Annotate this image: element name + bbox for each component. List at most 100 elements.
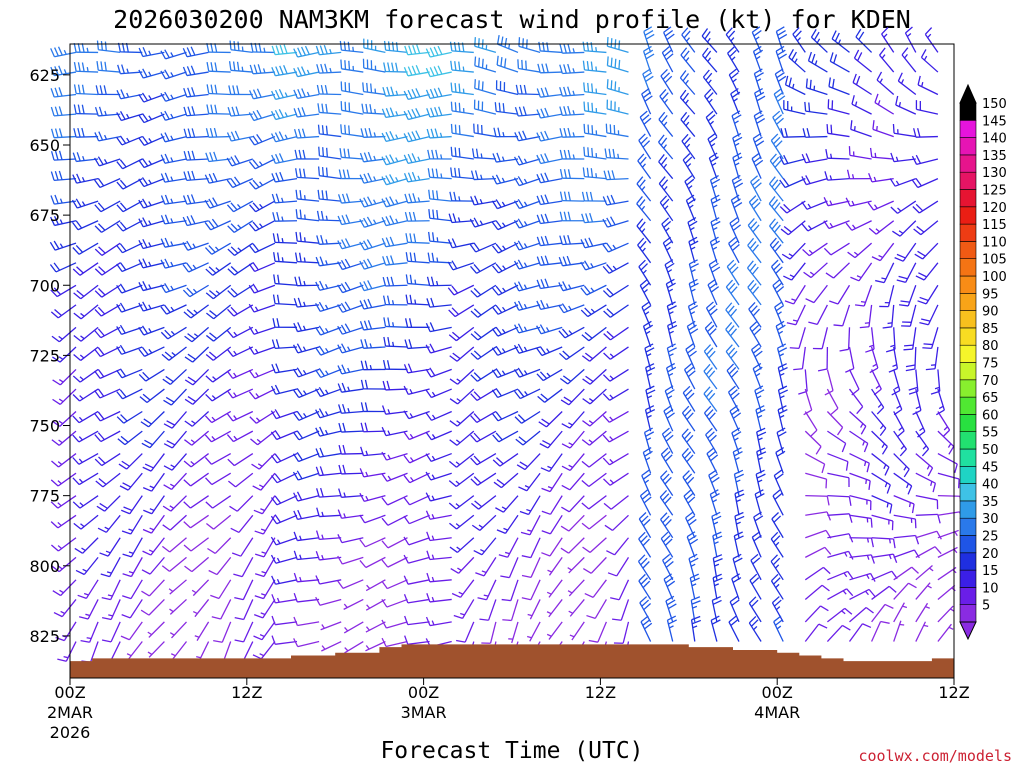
colorbar-swatch [959,587,977,606]
wind-barb [359,216,386,228]
wind-barb [120,495,143,515]
wind-barb [667,320,678,348]
wind-barb [773,469,784,496]
wind-barb [51,411,77,427]
wind-barb [581,326,607,342]
wind-barb [160,172,187,183]
wind-barb [270,409,298,420]
colorbar-swatch [959,414,977,432]
wind-barb [602,262,629,274]
wind-barb [514,300,541,311]
wind-barb [449,368,475,385]
colorbar-swatch [959,292,977,311]
wind-barb [381,537,408,549]
wind-barb [660,68,674,95]
wind-barb [606,99,629,115]
wind-barb [205,472,232,486]
wind-barb [788,49,806,73]
wind-barb [779,154,806,166]
wind-barb [293,322,320,333]
wind-barb [582,368,607,385]
wind-barb [270,430,298,441]
colorbar-swatch [959,535,977,554]
wind-barb [679,89,696,115]
wind-barb [514,130,541,142]
y-tick-label: 625 [29,66,60,85]
wind-barb [271,153,298,165]
wind-barb [447,238,474,249]
wind-barb [732,132,743,160]
wind-barb [527,599,541,620]
wind-barb [141,579,165,597]
wind-barb [94,453,121,467]
wind-barb [51,453,77,468]
wind-barb [775,45,787,73]
wind-barb [827,513,853,523]
wind-barb [381,215,408,227]
wind-barb [138,281,165,292]
wind-barb [871,514,894,531]
wind-barb [773,615,784,642]
y-tick-label: 775 [29,487,60,506]
wind-barb [182,262,209,273]
wind-barb [252,641,276,660]
wind-barb [403,452,430,464]
terrain-fill [70,644,954,678]
wind-barb [404,44,430,56]
wind-barb [515,84,541,96]
wind-barb [403,554,430,564]
wind-barb [191,579,210,597]
wind-barb [94,388,121,399]
wind-barb [340,101,364,115]
wind-barb [586,599,607,620]
wind-barb [316,235,342,245]
wind-barb [227,284,254,298]
wind-barb [748,615,762,642]
wind-barb [688,236,699,263]
wind-barb [403,495,430,506]
wind-barb [901,304,917,327]
wind-barb [666,343,677,370]
wind-barb [96,40,121,54]
x-tick-label: 12Z [938,683,969,702]
wind-barb [473,537,497,556]
wind-barb [96,495,121,512]
wind-barb [138,47,165,58]
wind-barb [292,343,320,354]
wind-barb [365,598,386,611]
wind-barb [233,557,254,578]
y-tick-label: 650 [29,136,60,155]
wind-barb [73,304,99,320]
wind-barb [893,566,919,581]
wind-barb [658,134,674,160]
wind-barb [204,430,232,443]
wind-barb [147,621,165,638]
wind-barb [498,537,519,558]
wind-barb [293,45,320,58]
x-tick-date: 2MAR [47,703,93,722]
wind-barb [491,174,519,185]
wind-barb [492,453,519,467]
wind-barb [404,193,430,204]
wind-barb [690,615,702,642]
wind-barb [169,598,187,615]
wind-barb [751,152,764,179]
wind-barb [365,640,386,652]
wind-barb [802,242,828,257]
wind-barb [403,536,430,546]
wind-barb [160,326,187,340]
wind-barb [937,411,951,438]
wind-barb [755,405,766,432]
wind-barb [749,573,762,600]
wind-barb [827,430,847,453]
wind-barb [888,346,899,373]
wind-barb [404,615,430,626]
colorbar-swatch [959,448,977,467]
wind-barb [865,327,875,353]
wind-barb [793,346,806,371]
wind-barb [426,531,452,542]
wind-barb [426,593,452,603]
wind-barb [204,172,231,184]
wind-barb [228,472,254,488]
